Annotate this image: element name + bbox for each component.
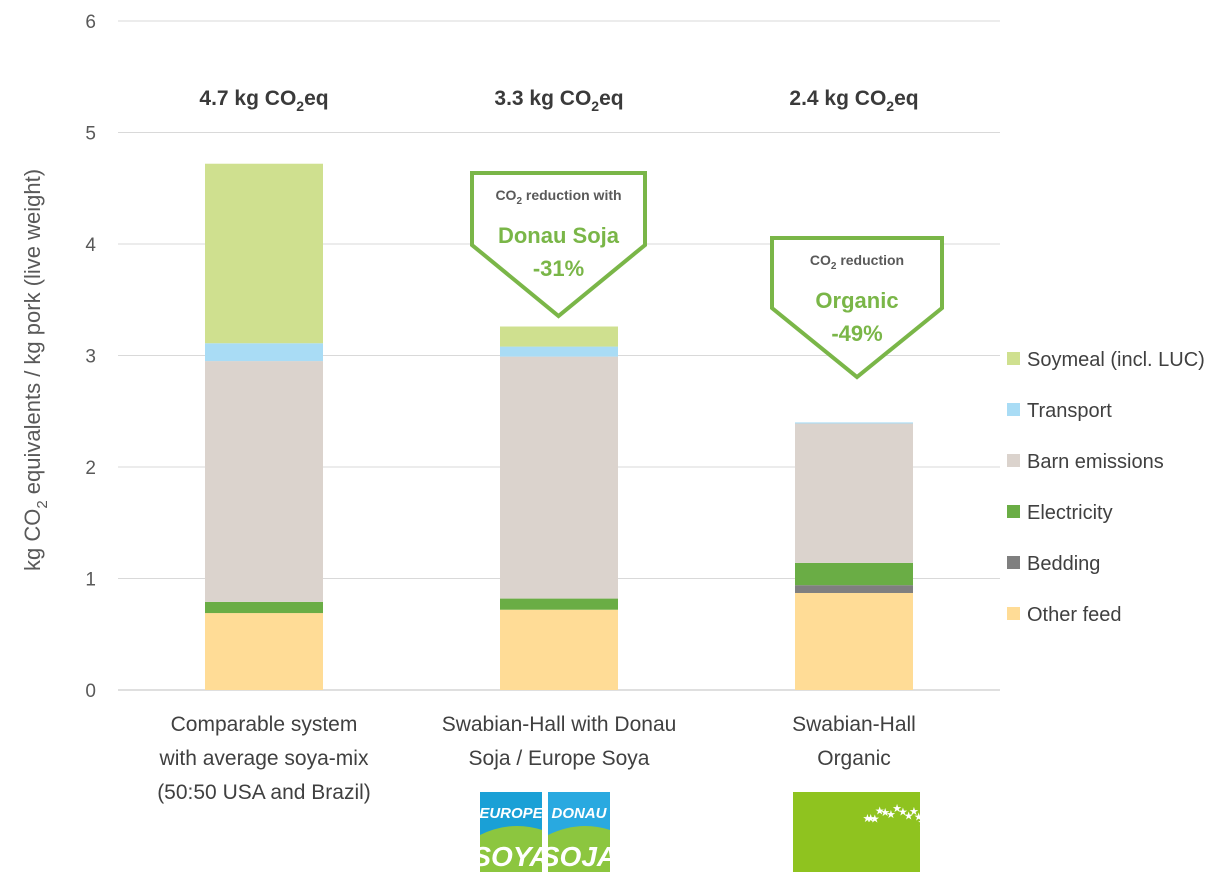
reduction-callouts: CO2 reduction with Donau Soja -31% CO2 redu… (470, 171, 944, 380)
bar-segment (795, 562, 913, 586)
leaf-star: ★ (863, 813, 873, 825)
logo-background (793, 792, 920, 872)
certification-logos: EUROPE SOYA DONAU SOJA ★★★★★★★★★★★★ (472, 792, 928, 872)
bar-segment (500, 346, 618, 357)
bar-segment (500, 326, 618, 347)
y-tick-label: 0 (85, 681, 96, 702)
total-labels: 4.7 kg CO2eq 3.3 kg CO2eq 2.4 kg CO2eq (199, 87, 918, 114)
total-label: 4.7 kg CO2eq (199, 87, 328, 114)
y-tick-label: 5 (85, 124, 96, 145)
y-tick-label: 3 (85, 347, 96, 368)
y-tick-label: 1 (85, 570, 96, 591)
eu-organic-logo: ★★★★★★★★★★★★ (793, 792, 928, 872)
bars (205, 163, 913, 690)
legend: Soymeal (incl. LUC) Transport Barn emissio… (1007, 349, 1205, 626)
callout-box (470, 171, 647, 319)
category-labels: Comparable system with average soya-mix (5… (157, 713, 916, 804)
legend-swatch (1007, 607, 1020, 620)
logo-text: DONAU (552, 805, 608, 822)
y-tick-label: 6 (85, 12, 96, 33)
category-label: Swabian-Hall (792, 713, 916, 736)
category-label: (50:50 USA and Brazil) (157, 781, 371, 804)
logo-text: SOYA (472, 841, 549, 872)
bar-segment (500, 598, 618, 610)
bar-segment (795, 585, 913, 593)
leaf-star: ★ (886, 809, 896, 821)
y-tick-label: 4 (85, 235, 96, 256)
y-axis-ticks: 0 1 2 3 4 5 6 (85, 12, 96, 702)
total-label: 3.3 kg CO2eq (494, 87, 623, 114)
leaf-star: ★ (898, 806, 908, 818)
legend-label: Bedding (1027, 553, 1100, 575)
category-label: with average soya-mix (159, 747, 369, 770)
leaf-star: ★ (866, 813, 876, 825)
bar-segment (205, 361, 323, 602)
category-label: Comparable system (171, 713, 358, 736)
leaf-star: ★ (909, 806, 919, 818)
bar-segment (500, 356, 618, 599)
total-label: 2.4 kg CO2eq (789, 87, 918, 114)
logo-text: EUROPE (479, 805, 543, 822)
y-axis-label: kg CO2 equivalents / kg pork (live weigh… (20, 169, 51, 571)
legend-swatch (1007, 352, 1020, 365)
legend-swatch (1007, 454, 1020, 467)
bar-segment (500, 609, 618, 690)
legend-label: Other feed (1027, 604, 1122, 626)
bar-segment (205, 613, 323, 690)
y-tick-label: 2 (85, 458, 96, 479)
callout-name: Donau Soja (498, 223, 620, 248)
leaf-star: ★ (880, 807, 890, 819)
legend-swatch (1007, 403, 1020, 416)
callout-percent: -49% (831, 321, 882, 346)
legend-swatch (1007, 556, 1020, 569)
callout-caption: CO2 reduction (810, 252, 904, 272)
bar-segment (205, 343, 323, 362)
legend-label: Electricity (1027, 502, 1113, 524)
bar-segment (205, 163, 323, 344)
bar-segment (795, 422, 913, 424)
leaf-star: ★ (918, 817, 928, 829)
legend-label: Transport (1027, 400, 1112, 422)
bar-segment (795, 592, 913, 690)
logo-field-shape (548, 826, 610, 872)
leaf-star: ★ (904, 810, 914, 822)
leaf-star: ★ (870, 813, 880, 825)
leaf-star: ★ (875, 806, 885, 818)
callout-name: Organic (815, 288, 898, 313)
legend-label: Barn emissions (1027, 451, 1164, 473)
legend-swatch (1007, 505, 1020, 518)
category-label: Soja / Europe Soya (469, 747, 650, 770)
leaf-star: ★ (892, 803, 902, 815)
legend-label: Soymeal (incl. LUC) (1027, 349, 1205, 371)
donau-soja-logo: DONAU SOJA (541, 792, 617, 872)
europe-soya-logo: EUROPE SOYA (472, 792, 550, 872)
logo-field-shape (480, 826, 542, 872)
leaf-star: ★ (914, 811, 924, 823)
category-label: Swabian-Hall with Donau (442, 713, 677, 736)
logo-text: SOJA (541, 841, 617, 872)
callout-percent: -31% (533, 256, 584, 281)
category-label: Organic (817, 747, 891, 770)
bar-segment (205, 601, 323, 614)
callout-caption: CO2 reduction with (495, 187, 621, 207)
callout-box (770, 236, 944, 380)
bar-segment (795, 423, 913, 563)
